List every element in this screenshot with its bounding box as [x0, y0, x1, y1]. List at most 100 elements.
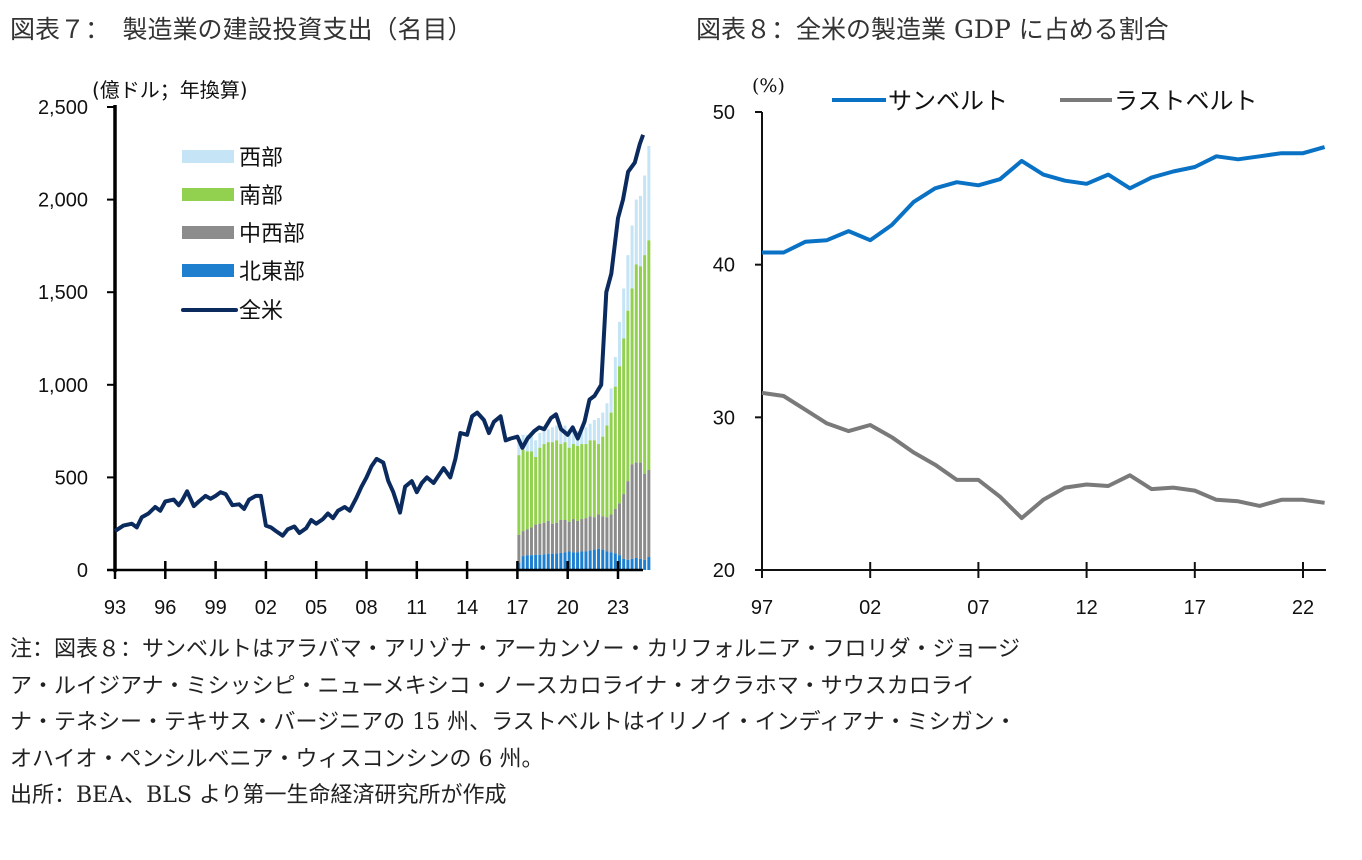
chart7-x-tick-label: 02: [255, 597, 277, 619]
bar-midwest: [538, 523, 542, 555]
bar-northeast: [626, 559, 630, 570]
bar-midwest: [618, 503, 621, 556]
chart8-title: 図表８：全米の製造業 GDP に占める割合: [696, 15, 1169, 44]
bar-midwest: [647, 469, 651, 558]
chart8-unit-label: (%): [752, 75, 785, 97]
bar-south: [542, 444, 546, 523]
bar-south: [630, 288, 634, 465]
bar-midwest: [521, 531, 525, 557]
notes: 注：図表８：サンベルトはアラバマ・アリゾナ・アーカンソー・カリフォルニア・フロリ…: [10, 632, 1355, 815]
bar-midwest: [613, 508, 617, 554]
bar-south: [550, 442, 554, 524]
chart7-x-tick-label: 08: [355, 597, 377, 619]
chart8-axes: 20 30 40 50 97 02 07 12 17 22: [713, 102, 1326, 619]
bar-midwest: [571, 519, 575, 553]
bar-west: [626, 255, 630, 311]
bar-northeast: [647, 557, 651, 570]
legend-swatch-south: [182, 188, 234, 201]
bar-west: [542, 429, 546, 445]
bar-midwest: [555, 522, 559, 554]
legend-label-south: 南部: [239, 184, 283, 209]
bar-south: [563, 442, 567, 520]
chart7-x-tick-label: 96: [154, 597, 176, 619]
bar-northeast: [584, 551, 588, 570]
chart8-x-tick-label: 22: [1292, 597, 1314, 619]
bar-northeast: [550, 553, 554, 570]
bar-west: [643, 175, 647, 256]
bar-west: [538, 432, 542, 448]
legend-swatch-west: [182, 150, 234, 163]
legend-label-west: 西部: [239, 146, 283, 171]
bar-midwest: [601, 516, 605, 550]
bar-northeast: [597, 548, 601, 570]
bar-midwest: [559, 519, 563, 553]
legend-label-rustbelt: ラストベルト: [1114, 87, 1258, 115]
bar-south: [601, 436, 605, 517]
bar-south: [647, 240, 651, 470]
bar-south: [592, 440, 596, 518]
bar-south: [622, 338, 626, 495]
bar-northeast: [634, 557, 638, 570]
chart8-sunbelt-line: [762, 145, 1326, 255]
bar-midwest: [517, 534, 521, 563]
bar-west: [605, 403, 609, 426]
bar-south: [525, 451, 529, 530]
chart8-x-tick-label: 17: [1184, 597, 1206, 619]
bar-south: [559, 444, 563, 520]
bar-west: [647, 145, 651, 241]
bar-northeast: [576, 552, 580, 570]
bar-northeast: [571, 552, 575, 570]
chart8-rustbelt-line: [761, 390, 1325, 521]
bar-west: [550, 427, 554, 443]
bar-northeast: [580, 551, 584, 570]
bar-northeast: [638, 558, 642, 570]
bar-northeast: [613, 553, 617, 570]
bar-midwest: [630, 464, 634, 559]
chart7-x-tick-label: 23: [607, 597, 629, 619]
chart8-x-tick-label: 07: [967, 597, 989, 619]
chart7-construction-spending: 0 500 1,000 1,500 2,000 2,500 93 96 99 02 05 08 11 14…: [38, 78, 651, 619]
bar-south: [634, 264, 638, 463]
bar-west: [567, 429, 571, 448]
bar-midwest: [592, 517, 596, 550]
bar-west: [546, 429, 550, 443]
bar-midwest: [588, 516, 592, 551]
bar-west: [555, 425, 559, 441]
chart7-title: 図表７： 製造業の建設投資支出（名目）: [10, 15, 473, 44]
bar-northeast: [538, 554, 542, 570]
bar-northeast: [529, 555, 533, 570]
chart7-x-tick-label: 93: [104, 597, 126, 619]
bar-midwest: [567, 521, 571, 552]
chart7-y-tick-label: 0: [77, 560, 88, 582]
bar-northeast: [592, 549, 596, 570]
bar-midwest: [626, 481, 630, 560]
bar-northeast: [622, 558, 626, 570]
chart7-x-tick-label: 14: [456, 597, 478, 619]
chart8-legend: サンベルト ラストベルト: [832, 87, 1258, 115]
legend-label-total: 全米: [239, 299, 283, 324]
chart7-legend: 西部 南部 中西部 北東部 全米: [181, 146, 305, 324]
chart7-axes: 0 500 1,000 1,500 2,000 2,500 93 96 99 02 05 08 11 14…: [38, 97, 643, 619]
bar-northeast: [567, 551, 571, 570]
bar-northeast: [605, 551, 609, 570]
bar-northeast: [563, 552, 567, 570]
legend-label-northeast: 北東部: [239, 260, 305, 285]
bar-west: [529, 436, 533, 452]
bar-west: [592, 419, 596, 441]
bar-west: [571, 427, 575, 445]
bar-midwest: [634, 462, 638, 558]
bar-west: [584, 427, 588, 445]
bar-northeast: [588, 550, 592, 570]
bar-midwest: [534, 524, 538, 555]
bar-south: [626, 310, 630, 482]
bar-south: [538, 447, 542, 524]
source-line: 出所：BEA、BLS より第一生命経済研究所が作成: [10, 783, 507, 808]
bar-west: [609, 388, 613, 413]
chart8-x-tick-label: 02: [859, 597, 881, 619]
bar-midwest: [529, 527, 533, 556]
bar-northeast: [546, 553, 550, 570]
bar-northeast: [559, 552, 563, 570]
bar-midwest: [576, 520, 580, 553]
chart7-unit-label: (億ドル；年換算): [92, 78, 248, 102]
bar-northeast: [517, 562, 521, 570]
